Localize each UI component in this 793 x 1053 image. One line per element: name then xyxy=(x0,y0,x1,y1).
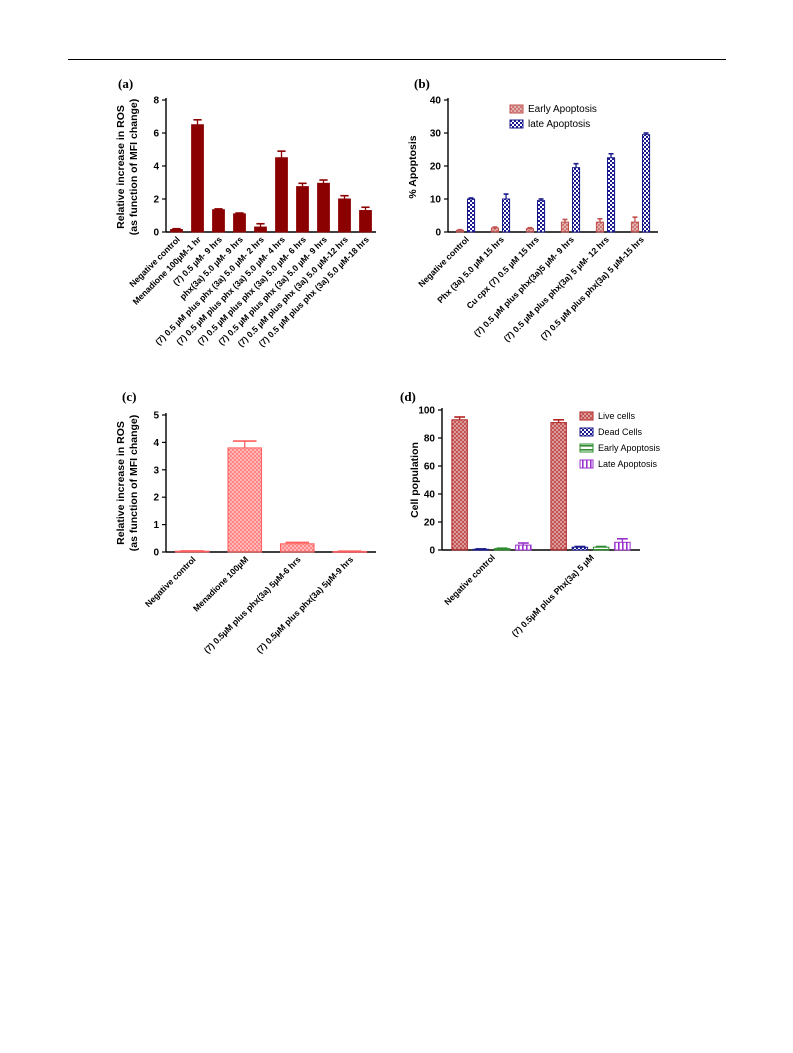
bar xyxy=(254,226,267,233)
y-tick-label: 20 xyxy=(424,518,436,529)
bar xyxy=(233,213,246,233)
y-tick-label: 4 xyxy=(153,438,159,449)
bar xyxy=(642,134,651,233)
x-tick-label: (7) 0.5µM plus Phx(3a) 5 µM xyxy=(510,552,596,638)
y-tick-label: 30 xyxy=(430,129,442,140)
bar xyxy=(537,200,546,233)
legend-label: Early Apoptosis xyxy=(528,104,597,115)
bar xyxy=(550,422,567,551)
bar xyxy=(296,186,309,233)
y-tick-label: 80 xyxy=(424,434,436,445)
ylabel-c-line1: Relative increase in ROS xyxy=(115,421,127,545)
y-tick-label: 10 xyxy=(430,195,442,206)
bar xyxy=(212,209,225,233)
ylabel-d: Cell population xyxy=(409,442,421,518)
bar xyxy=(451,419,468,551)
y-tick-label: 1 xyxy=(153,520,159,531)
legend-label: Early Apoptosis xyxy=(598,443,661,453)
ylabel-a-line1: Relative increase in ROS xyxy=(115,105,127,229)
ylabel-a-line2: (as function of MFI change) xyxy=(128,99,140,236)
y-tick-label: 3 xyxy=(153,465,159,476)
chart-c: (c) Relative increase in ROS (as functio… xyxy=(115,389,376,655)
panel-label-a: (a) xyxy=(118,76,133,91)
y-tick-label: 0 xyxy=(153,228,159,239)
y-tick-label: 20 xyxy=(430,162,442,173)
bar xyxy=(467,198,476,233)
x-tick-label: Menadione 100µM xyxy=(191,554,250,613)
y-tick-label: 40 xyxy=(430,96,442,107)
y-tick-label: 2 xyxy=(153,493,159,504)
y-tick-label: 5 xyxy=(153,411,159,422)
legend-swatch xyxy=(579,427,594,437)
legend-swatch xyxy=(509,104,524,114)
bar xyxy=(455,229,464,233)
bar xyxy=(227,447,263,553)
y-tick-label: 60 xyxy=(424,462,436,473)
bar xyxy=(572,167,581,233)
bar xyxy=(560,221,569,233)
bar xyxy=(275,157,288,233)
legend-swatch xyxy=(579,443,594,453)
legend-label: Late Apoptosis xyxy=(598,459,658,469)
bar xyxy=(614,541,631,551)
legend-label: Dead Cells xyxy=(598,427,643,437)
ylabel-c-line2: (as function of MFI change) xyxy=(128,415,140,552)
y-tick-label: 100 xyxy=(418,406,435,417)
x-tick-label: Negative control xyxy=(442,552,497,607)
y-tick-label: 0 xyxy=(153,548,159,559)
legend-swatch xyxy=(579,459,594,469)
bar xyxy=(595,221,604,233)
y-tick-label: 6 xyxy=(153,129,159,140)
panel-a: (a) Relative increase in ROS (as functio… xyxy=(100,70,400,400)
y-tick-label: 2 xyxy=(153,195,159,206)
page-top-rule xyxy=(68,59,726,60)
bar xyxy=(607,157,616,233)
bar xyxy=(317,182,330,233)
legend-label: Live cells xyxy=(598,411,636,421)
panel-d: (d) Cell population 0 20 40 60 80 100 Negative… xyxy=(390,385,700,725)
x-tick-label: (7) 0.5µM plus phx(3a) 5µM-9 hrs xyxy=(254,554,355,655)
chart-a: (a) Relative increase in ROS (as functio… xyxy=(115,76,376,349)
bar xyxy=(592,546,610,551)
y-tick-label: 4 xyxy=(153,162,159,173)
ylabel-b: % Apoptosis xyxy=(407,135,419,198)
legend-label: late Apoptosis xyxy=(528,119,590,130)
y-tick-label: 40 xyxy=(424,490,436,501)
bar xyxy=(630,221,639,233)
bar xyxy=(490,227,499,233)
x-tick-label: Phx (3a) 5.0 µM 15 hrs xyxy=(435,234,506,305)
bar xyxy=(191,124,204,233)
bar xyxy=(571,546,589,551)
bar xyxy=(338,198,351,233)
bar xyxy=(279,543,315,553)
x-tick-label: (7) 0.5µM plus phx(3a) 5µM-6 hrs xyxy=(202,554,303,655)
y-tick-label: 0 xyxy=(435,228,441,239)
bar xyxy=(525,228,534,233)
y-tick-label: 8 xyxy=(153,96,159,107)
panel-c: (c) Relative increase in ROS (as functio… xyxy=(100,385,400,725)
bar xyxy=(502,198,511,233)
panel-label-d: (d) xyxy=(400,389,416,404)
bar xyxy=(170,229,183,233)
panel-label-c: (c) xyxy=(122,389,136,404)
bar xyxy=(515,544,532,551)
x-tick-label: Negative control xyxy=(143,554,198,609)
chart-d: (d) Cell population 0 20 40 60 80 100 Negative… xyxy=(400,389,661,639)
panel-label-b: (b) xyxy=(414,76,430,91)
legend-swatch xyxy=(579,411,594,421)
y-tick-label: 0 xyxy=(429,546,435,557)
panel-b: (b) % Apoptosis 0 10 20 30 40 Negative contro… xyxy=(400,70,700,400)
bar xyxy=(359,210,372,233)
legend-swatch xyxy=(509,119,524,129)
